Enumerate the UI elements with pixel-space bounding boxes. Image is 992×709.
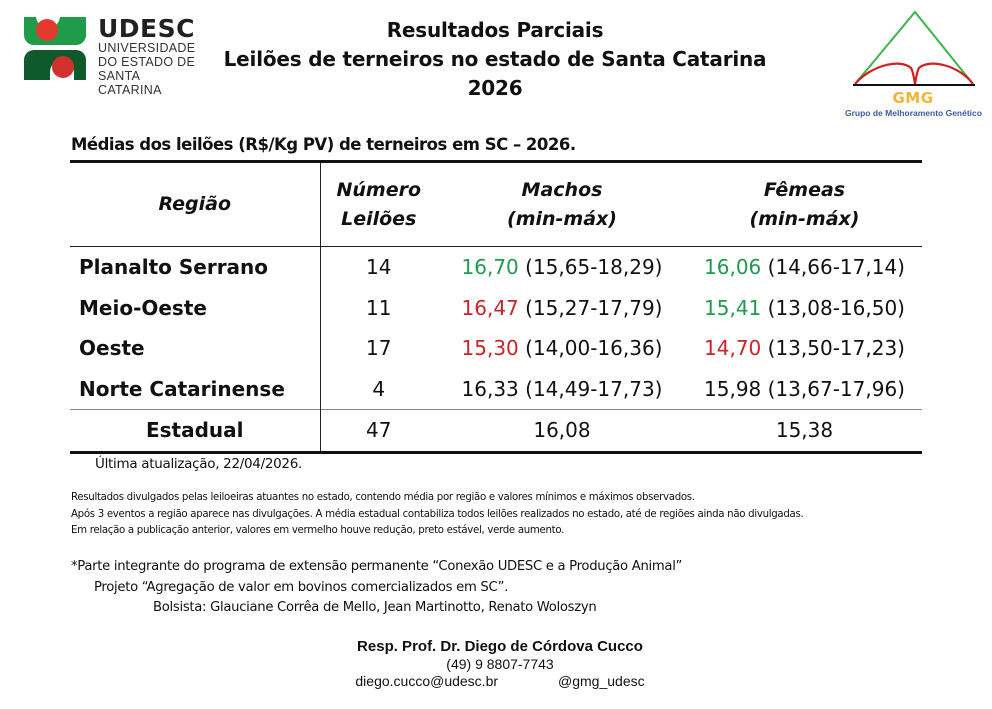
machos-cell: 15,30 (14,00-16,36) (437, 328, 687, 369)
udesc-subtitle-line: UNIVERSIDADE (98, 41, 196, 55)
udesc-subtitle-line: SANTA CATARINA (98, 69, 162, 97)
femeas-cell: 15,98 (13,67-17,96) (687, 369, 922, 410)
machos-avg: 16,33 (461, 376, 519, 401)
machos-avg: 15,30 (461, 336, 519, 361)
femeas-avg: 15,98 (704, 376, 762, 401)
last-updated: Última atualização, 22/04/2026. (95, 456, 302, 472)
title-line: Leilões de terneiros no estado de Santa … (223, 47, 767, 71)
femeas-avg: 15,41 (704, 295, 762, 320)
count-cell: 14 (366, 255, 392, 280)
gmg-caption: Grupo de Melhoramento Genético (845, 108, 982, 118)
udesc-subtitle-line: DO ESTADO DE (98, 55, 196, 69)
machos-range: (15,27-17,79) (525, 295, 663, 320)
region-cell: Norte Catarinense (70, 368, 321, 410)
title-line: Resultados Parciais (386, 18, 604, 42)
count-cell: 4 (372, 376, 386, 401)
count-cell: 11 (366, 295, 392, 320)
results-table: Região Número Leilões Machos (min-máx) Fêm… (70, 160, 922, 454)
udesc-emblem-icon (24, 16, 86, 81)
responsible: Resp. Prof. Dr. Diego de Córdova Cucco (357, 638, 643, 655)
udesc-logo: UDESC UNIVERSIDADE DO ESTADO DE SANTA CA… (24, 14, 204, 97)
credit-scholars: Bolsista: Glauciane Corrêa de Mello, Jea… (153, 600, 597, 615)
femeas-avg: 14,70 (704, 336, 762, 361)
machos-range: (15,65-18,29) (525, 255, 663, 280)
femeas-range: (13,08-16,50) (767, 295, 905, 320)
notes: Resultados divulgados pelas leiloeiras a… (71, 490, 804, 540)
table-row: Planalto Serrano 14 16,70 (15,65-18,29) … (70, 246, 922, 288)
region-cell: Oeste (70, 328, 321, 369)
gmg-logo: GMG Grupo de Melhoramento Genético (845, 8, 982, 120)
note-line: Após 3 eventos a região aparece nas divu… (71, 508, 804, 520)
femeas-cell: 14,70 (13,50-17,23) (687, 328, 922, 369)
header-count: Número Leilões (320, 161, 437, 247)
credit-project: Projeto “Agregação de valor em bovinos c… (94, 579, 509, 595)
total-region-cell: Estadual (70, 409, 321, 452)
table-header-row: Região Número Leilões Machos (min-máx) Fêm… (70, 161, 922, 247)
machos-cell: 16,47 (15,27-17,79) (437, 288, 687, 329)
femeas-range: (13,67-17,96) (767, 376, 905, 401)
total-row: Estadual 47 16,08 15,38 (70, 409, 922, 452)
header-femeas: Fêmeas (min-máx) (687, 161, 922, 247)
femeas-avg: 16,06 (704, 255, 762, 280)
total-machos-avg: 16,08 (437, 409, 687, 452)
region-cell: Planalto Serrano (70, 246, 321, 288)
machos-cell: 16,70 (15,65-18,29) (437, 247, 687, 288)
header-machos: Machos (min-máx) (437, 161, 687, 247)
phone: (49) 9 8807-7743 (446, 656, 554, 672)
total-femeas-avg: 15,38 (687, 409, 922, 452)
femeas-range: (13,50-17,23) (767, 336, 905, 361)
machos-avg: 16,47 (461, 295, 519, 320)
machos-range: (14,49-17,73) (525, 376, 663, 401)
credit-program: *Parte integrante do programa de extensã… (71, 559, 683, 574)
contact-block: Resp. Prof. Dr. Diego de Córdova Cucco (… (300, 637, 700, 690)
gmg-triangle-icon (853, 10, 975, 86)
femeas-cell: 15,41 (13,08-16,50) (687, 288, 922, 329)
machos-avg: 16,70 (461, 255, 519, 280)
region-cell: Meio-Oeste (70, 287, 321, 328)
table-row: Meio-Oeste 11 16,47 (15,27-17,79) 15,41 … (70, 287, 922, 329)
table-row: Norte Catarinense 4 16,33 (14,49-17,73) … (70, 368, 922, 410)
count-cell: 17 (366, 336, 392, 361)
credits: *Parte integrante do programa de extensã… (71, 557, 682, 619)
social-handle[interactable]: @gmg_udesc (558, 673, 645, 689)
gmg-letters: GMG (892, 89, 934, 107)
header-region: Região (70, 161, 321, 247)
femeas-range: (14,66-17,14) (767, 255, 905, 280)
machos-cell: 16,33 (14,49-17,73) (437, 369, 687, 410)
table-caption: Médias dos leilões (R$/Kg PV) de terneir… (71, 135, 576, 154)
femeas-cell: 16,06 (14,66-17,14) (687, 247, 922, 288)
machos-range: (14,00-16,36) (525, 336, 663, 361)
note-line: Resultados divulgados pelas leiloeiras a… (71, 492, 695, 503)
total-count-cell: 47 (320, 409, 437, 452)
page-title: Resultados Parciais Leilões de terneiros… (200, 16, 790, 103)
email-link[interactable]: diego.cucco@udesc.br (355, 673, 499, 689)
note-line: Em relação a publicação anterior, valore… (71, 525, 565, 536)
title-line: 2026 (467, 76, 523, 100)
udesc-name: UDESC (98, 14, 195, 43)
table-row: Oeste 17 15,30 (14,00-16,36) 14,70 (13,5… (70, 328, 922, 369)
